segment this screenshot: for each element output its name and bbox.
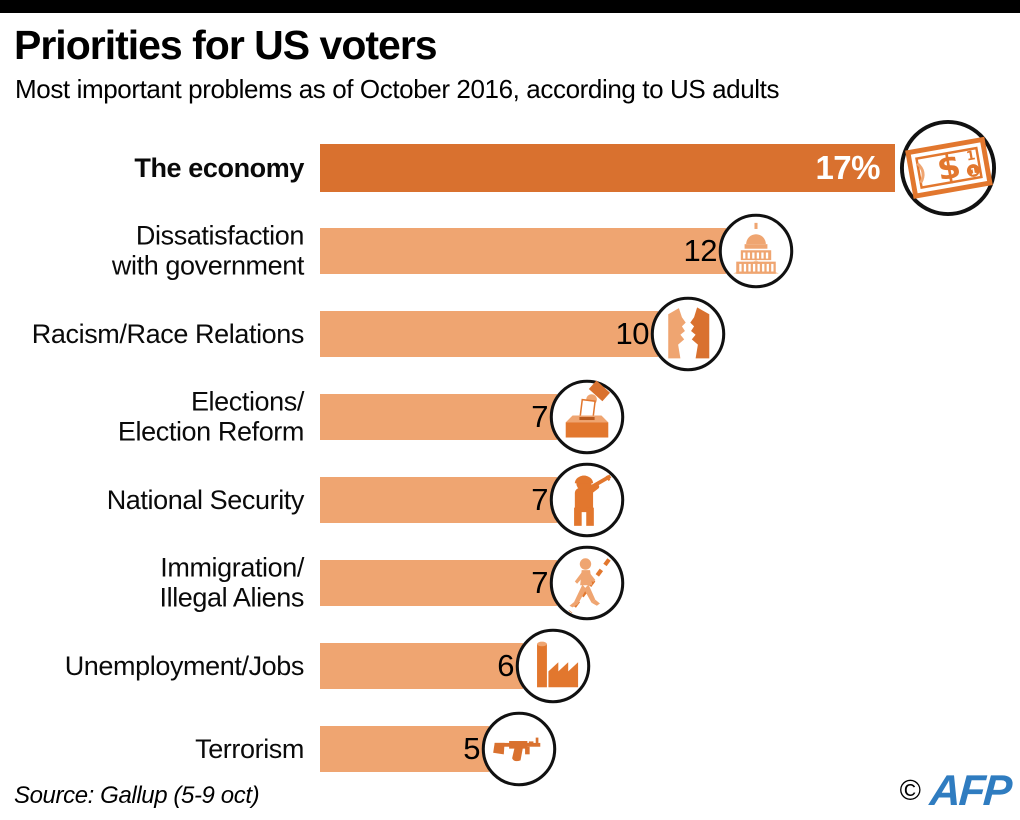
rifle-icon <box>481 711 557 787</box>
row-label: The economy <box>0 152 304 183</box>
bar-value-label: 6 <box>497 648 514 683</box>
bar-chart: The economy 17% $ 1 1 Dissatisfaction wit… <box>0 119 1020 790</box>
svg-text:1: 1 <box>965 148 976 164</box>
source-note: Source: Gallup (5-9 oct) <box>14 782 260 809</box>
chart-row: Elections/Election Reform 7 <box>0 375 1020 458</box>
bar-value-label: 10 <box>615 316 650 351</box>
page-subtitle: Most important problems as of October 20… <box>15 74 780 104</box>
bar: 5 <box>320 725 489 772</box>
bar-area: 6 <box>320 624 1020 707</box>
row-label: Elections/Election Reform <box>0 386 304 447</box>
row-label-line: with government <box>111 250 305 281</box>
two-faces-icon <box>650 296 726 372</box>
bar: 10 <box>320 310 658 357</box>
capitol-icon <box>718 213 794 289</box>
bar: 17% <box>320 143 895 192</box>
dollar-bill-icon: $ 1 1 <box>899 119 997 217</box>
chart-row: Dissatisfaction with government 12 <box>0 209 1020 292</box>
bar: 7 <box>320 476 557 523</box>
bar-value-label: 17% <box>815 149 880 186</box>
soldier-icon <box>549 462 625 538</box>
factory-icon <box>515 628 591 704</box>
bar-area: 5 <box>320 707 1020 790</box>
chart-row: National Security 7 <box>0 458 1020 541</box>
bar-area: 7 <box>320 375 1020 458</box>
bar-area: 10 <box>320 292 1020 375</box>
bar-value-label: 7 <box>531 565 548 600</box>
row-label: National Security <box>0 484 305 515</box>
row-label: Dissatisfaction with government <box>0 220 305 281</box>
row-label: Racism/Race Relations <box>0 318 305 349</box>
top-black-bar <box>0 0 1020 13</box>
svg-text:1: 1 <box>970 166 978 177</box>
row-label-line: Unemployment/Jobs <box>64 650 305 681</box>
ballot-box-icon <box>549 379 625 455</box>
row-label-line: Dissatisfaction <box>135 220 304 250</box>
chart-row: Terrorism 5 <box>0 707 1020 790</box>
row-label-line: The economy <box>134 152 304 183</box>
bar-value-label: 7 <box>531 482 548 517</box>
chart-row: Racism/Race Relations 10 <box>0 292 1020 375</box>
row-label-line: Racism/Race Relations <box>31 318 305 349</box>
bar-area: 12 <box>320 209 1020 292</box>
row-label-line: National Security <box>106 484 305 515</box>
bar-area: 7 <box>320 458 1020 541</box>
row-label-line: Elections/ <box>190 386 304 416</box>
bar-area: 7 <box>320 541 1020 624</box>
chart-row: The economy 17% $ 1 1 <box>0 119 1020 216</box>
afp-credit: © AFP <box>899 767 1012 815</box>
afp-logo: AFP <box>928 767 1012 815</box>
bar: 6 <box>320 642 523 689</box>
bar-value-label: 7 <box>531 399 548 434</box>
bar: 7 <box>320 393 557 440</box>
row-label: Immigration/Illegal Aliens <box>0 552 305 613</box>
bar: 7 <box>320 559 557 606</box>
page-title: Priorities for US voters <box>14 22 438 68</box>
row-label: Terrorism <box>0 733 304 764</box>
row-label: Unemployment/Jobs <box>0 650 305 681</box>
chart-row: Immigration/Illegal Aliens 7 <box>0 541 1020 624</box>
row-label-line: Election Reform <box>117 416 304 447</box>
row-label-line: Illegal Aliens <box>159 582 305 613</box>
bar-value-label: 12 <box>683 233 718 268</box>
bar-area: 17% $ 1 1 <box>320 119 1020 216</box>
row-label-line: Terrorism <box>195 733 304 764</box>
walking-person-icon <box>549 545 625 621</box>
copyright-symbol: © <box>899 775 921 807</box>
row-label-line: Immigration/ <box>160 552 304 582</box>
bar-value-label: 5 <box>463 731 480 766</box>
chart-row: Unemployment/Jobs 6 <box>0 624 1020 707</box>
bar: 12 <box>320 227 726 274</box>
